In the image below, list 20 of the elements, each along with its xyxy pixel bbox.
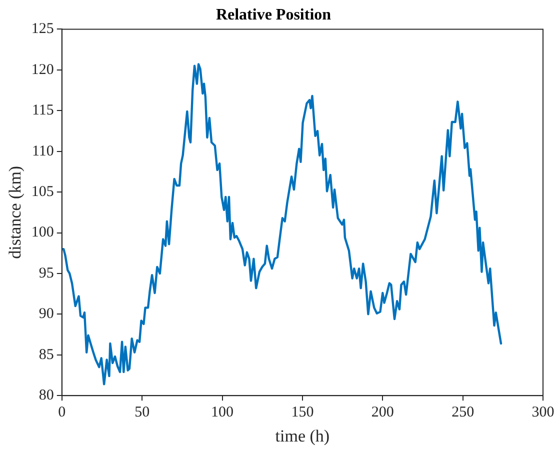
- y-axis-title: distance (km): [6, 166, 25, 259]
- y-tick-label: 80: [38, 388, 54, 404]
- x-axis-title: time (h): [275, 426, 330, 446]
- y-tick-label: 125: [31, 21, 54, 38]
- y-tick-label: 110: [32, 143, 54, 160]
- x-tick-label: 300: [532, 404, 554, 421]
- y-tick-label: 85: [38, 346, 54, 363]
- y-tick-label: 120: [31, 62, 54, 78]
- chart-title: Relative Position: [216, 6, 332, 24]
- y-tick-label: 115: [32, 102, 54, 119]
- y-tick-label: 100: [31, 224, 54, 241]
- x-tick-label: 50: [134, 404, 150, 421]
- x-tick-label: 250: [452, 404, 474, 421]
- x-tick-label: 0: [58, 404, 66, 421]
- y-tick-label: 95: [38, 265, 54, 282]
- y-tick-label: 90: [38, 306, 54, 322]
- x-tick-label: 150: [291, 404, 314, 421]
- x-tick-label: 100: [211, 404, 234, 421]
- x-tick-label: 200: [371, 404, 394, 421]
- y-tick-label: 105: [31, 184, 54, 200]
